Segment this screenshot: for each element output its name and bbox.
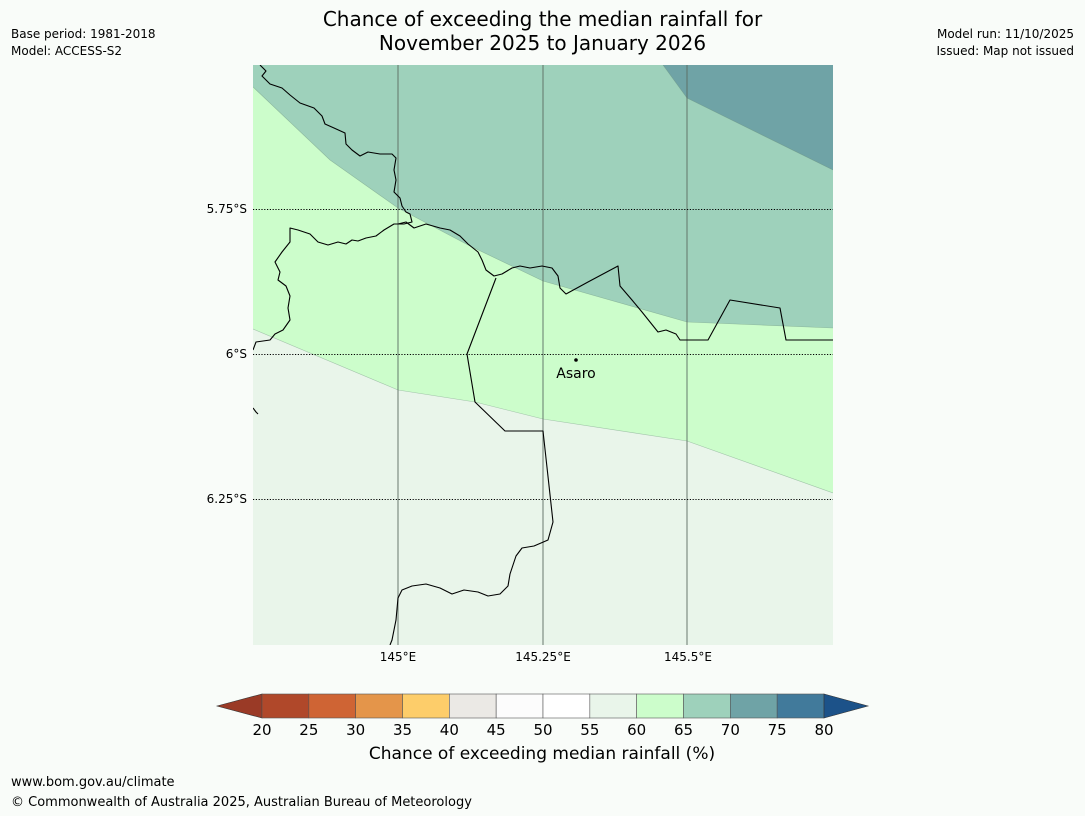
- colorbar-bin: [402, 693, 450, 719]
- colorbar-tick-label: 65: [674, 721, 693, 739]
- footer-copyright: © Commonwealth of Australia 2025, Austra…: [11, 795, 472, 810]
- asaro-label: Asaro: [556, 366, 595, 382]
- base-period-text: Base period: 1981-2018: [11, 27, 156, 41]
- map-body: Asaro: [253, 65, 833, 645]
- lon-axis-labels: 145°E 145.25°E 145.5°E: [380, 650, 712, 664]
- lon-label-145-5: 145.5°E: [664, 650, 712, 664]
- colorbar-bin: [355, 693, 403, 719]
- colorbar-bin: [776, 693, 825, 719]
- lat-label-5-75: 5.75°S: [207, 202, 247, 216]
- colorbar-bin: [636, 693, 684, 719]
- colorbar-ticks: 20 25 30 35 40 45 50 55 60 65 70 75 80: [252, 721, 833, 739]
- model-text: Model: ACCESS-S2: [11, 44, 123, 58]
- colorbar-tick-label: 70: [721, 721, 740, 739]
- colorbar-bins: [261, 693, 825, 719]
- issued-text: Issued: Map not issued: [936, 44, 1074, 58]
- colorbar-bin: [449, 693, 497, 719]
- colorbar-bin: [261, 693, 310, 719]
- meta-left: Base period: 1981-2018 Model: ACCESS-S2: [11, 26, 156, 60]
- lat-label-6: 6°S: [226, 347, 247, 361]
- lon-label-145-25: 145.25°E: [515, 650, 571, 664]
- lat-label-6-25: 6.25°S: [207, 492, 247, 506]
- lon-label-145: 145°E: [380, 650, 417, 664]
- colorbar-tick-label: 50: [533, 721, 552, 739]
- model-run-text: Model run: 11/10/2025: [936, 27, 1074, 41]
- colorbar-high-extend: [823, 693, 870, 719]
- colorbar-bin: [308, 693, 356, 719]
- colorbar-bin: [683, 693, 731, 719]
- map-title: Chance of exceeding the median rainfall …: [250, 7, 835, 55]
- colorbar-bin: [542, 693, 591, 719]
- region-70-75: [663, 65, 833, 170]
- colorbar-tick-label: 40: [440, 721, 459, 739]
- meta-right: Model run: 11/10/2025 Issued: Map not is…: [936, 26, 1074, 60]
- title-line-1: Chance of exceeding the median rainfall …: [322, 7, 763, 31]
- lat-axis-labels: 5.75°S 6°S 6.25°S: [207, 202, 247, 506]
- colorbar-tick-label: 60: [627, 721, 646, 739]
- colorbar-tick-label: 55: [580, 721, 599, 739]
- title-line-2: November 2025 to January 2026: [378, 31, 707, 55]
- colorbar-tick-label: 45: [487, 721, 506, 739]
- colorbar-tick-label: 80: [814, 721, 833, 739]
- colorbar-title: Chance of exceeding median rainfall (%): [368, 744, 716, 764]
- colorbar-bin: [495, 693, 544, 719]
- asaro-point: [574, 358, 578, 362]
- colorbar-bin: [589, 693, 637, 719]
- colorbar-tick-label: 75: [768, 721, 787, 739]
- footer-url: www.bom.gov.au/climate: [11, 775, 175, 790]
- colorbar-tick-label: 30: [346, 721, 365, 739]
- colorbar-low-extend: [215, 693, 263, 719]
- colorbar-tick-label: 20: [252, 721, 271, 739]
- colorbar-tick-label: 25: [299, 721, 318, 739]
- colorbar-tick-label: 35: [393, 721, 412, 739]
- colorbar-bin: [730, 693, 778, 719]
- province-borders: [253, 65, 833, 645]
